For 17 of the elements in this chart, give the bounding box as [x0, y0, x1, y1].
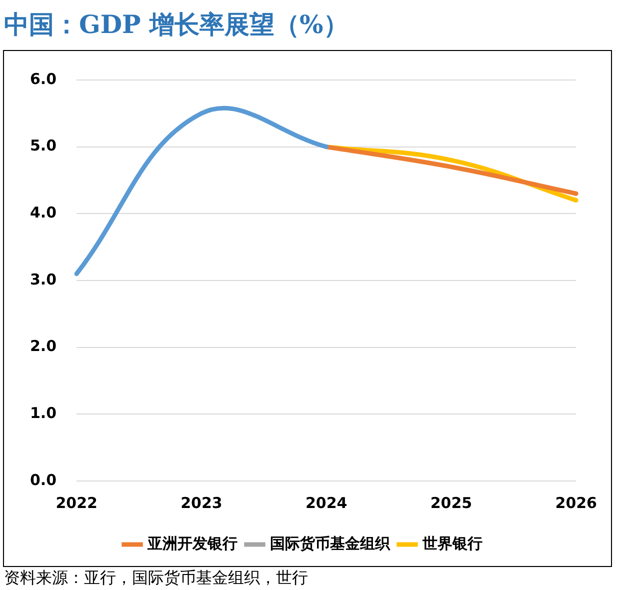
x-tick-label: 2022	[56, 494, 98, 512]
chart-title: 中国：GDP 增长率展望（%）	[4, 9, 348, 41]
y-tick-label: 0.0	[30, 470, 57, 489]
y-tick-label: 4.0	[30, 204, 57, 222]
x-tick-label: 2024	[305, 494, 348, 512]
legend-label: 亚洲开发银行	[146, 534, 238, 552]
y-tick-label: 1.0	[30, 404, 57, 422]
legend-label: 国际货币基金组织	[270, 534, 391, 552]
y-tick-label: 6.0	[30, 70, 57, 88]
x-tick-label: 2026	[555, 494, 597, 512]
x-tick-label: 2023	[180, 494, 222, 512]
legend-label: 世界银行	[421, 534, 482, 552]
x-tick-label: 2025	[430, 494, 472, 512]
y-tick-label: 2.0	[30, 337, 57, 356]
text: 资料来源：亚行，国际货币基金组织，世行	[4, 568, 308, 589]
y-tick-label: 5.0	[30, 136, 57, 155]
y-tick-label: 3.0	[30, 270, 57, 288]
